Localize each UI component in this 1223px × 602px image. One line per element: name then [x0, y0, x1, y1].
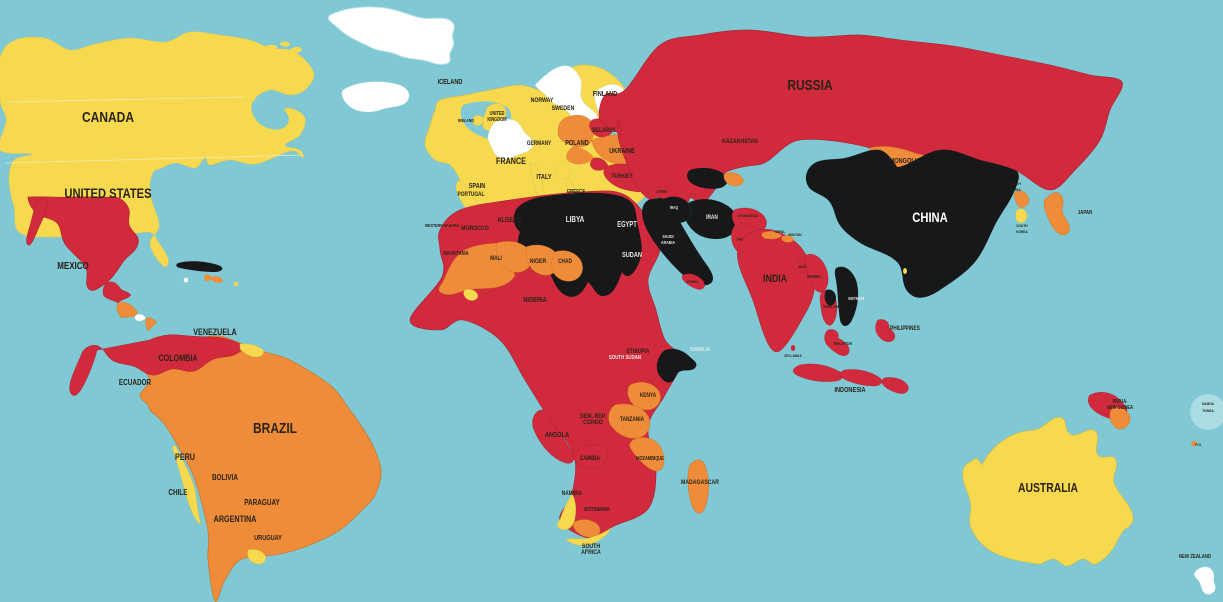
svg-text:AFGHANISTAN: AFGHANISTAN	[738, 214, 759, 219]
svg-text:MAURITANIA: MAURITANIA	[444, 251, 470, 257]
svg-text:ARABIA: ARABIA	[661, 240, 675, 246]
svg-text:ITALY: ITALY	[536, 173, 552, 181]
svg-text:NAMIBIA: NAMIBIA	[562, 491, 583, 498]
svg-text:TANZANIA: TANZANIA	[620, 417, 644, 424]
svg-text:NEW GUINEA: NEW GUINEA	[1107, 405, 1134, 411]
svg-text:NIGER: NIGER	[530, 259, 547, 266]
svg-text:SWEDEN: SWEDEN	[552, 106, 575, 113]
svg-text:KINGDOM: KINGDOM	[487, 117, 506, 123]
svg-text:AUSTRALIA: AUSTRALIA	[1018, 481, 1078, 495]
svg-text:FRANCE: FRANCE	[496, 156, 526, 166]
svg-text:POLAND: POLAND	[565, 139, 589, 147]
svg-text:CHINA: CHINA	[912, 210, 947, 225]
svg-text:ARGENTINA: ARGENTINA	[214, 514, 257, 524]
svg-text:CHAD: CHAD	[558, 259, 572, 266]
svg-text:KAZAKHSTAN: KAZAKHSTAN	[722, 139, 758, 146]
svg-text:VENEZUELA: VENEZUELA	[193, 327, 237, 337]
svg-text:KOREA: KOREA	[1009, 188, 1021, 192]
svg-text:INDONESIA: INDONESIA	[834, 386, 865, 394]
svg-text:UNITED: UNITED	[490, 111, 506, 117]
svg-text:NORWAY: NORWAY	[531, 98, 554, 105]
svg-text:GERMANY: GERMANY	[527, 141, 552, 148]
svg-text:UNITED STATES: UNITED STATES	[64, 186, 151, 201]
svg-text:VIETNAM: VIETNAM	[848, 296, 865, 302]
svg-text:MOROCCO: MOROCCO	[461, 226, 489, 233]
svg-text:ICELAND: ICELAND	[438, 78, 463, 86]
svg-text:BOTSWANA: BOTSWANA	[584, 507, 610, 514]
svg-text:SYRIA: SYRIA	[657, 189, 668, 195]
svg-text:IRAN: IRAN	[706, 215, 718, 222]
svg-text:SOUTH SUDAN: SOUTH SUDAN	[609, 355, 642, 362]
svg-text:YEMEN: YEMEN	[686, 280, 698, 284]
svg-text:GREECE: GREECE	[567, 189, 586, 196]
svg-text:MOZAMBIQUE: MOZAMBIQUE	[636, 456, 664, 462]
svg-text:SOUTH: SOUTH	[1016, 224, 1028, 228]
svg-text:BELARUS: BELARUS	[592, 128, 615, 135]
svg-text:SOMALIA: SOMALIA	[690, 347, 711, 354]
svg-text:SPAIN: SPAIN	[469, 182, 486, 190]
svg-text:RUSSIA: RUSSIA	[787, 77, 832, 94]
svg-text:BHUTAN: BHUTAN	[788, 233, 802, 237]
svg-text:MALI: MALI	[490, 256, 502, 263]
svg-text:AFRICA: AFRICA	[581, 550, 601, 557]
svg-text:LIBYA: LIBYA	[566, 214, 585, 224]
svg-text:WESTERN SAHARA: WESTERN SAHARA	[425, 223, 459, 229]
svg-text:ECUADOR: ECUADOR	[119, 377, 152, 387]
svg-text:MEXICO: MEXICO	[57, 260, 89, 271]
svg-text:INDIA: INDIA	[763, 273, 787, 285]
svg-text:MALAYSIA: MALAYSIA	[834, 341, 852, 347]
svg-text:ALGERIA: ALGERIA	[497, 216, 523, 224]
svg-text:NEPAL: NEPAL	[775, 230, 786, 234]
svg-text:CHILE: CHILE	[168, 487, 187, 497]
svg-text:MADAGASCAR: MADAGASCAR	[681, 480, 720, 487]
svg-text:NORTH: NORTH	[1009, 182, 1021, 186]
svg-text:CONGO: CONGO	[583, 420, 603, 427]
svg-text:PHILIPPINES: PHILIPPINES	[890, 326, 920, 333]
svg-text:PARAGUAY: PARAGUAY	[244, 497, 280, 507]
svg-text:JAPAN: JAPAN	[1078, 210, 1093, 217]
svg-text:UKRAINE: UKRAINE	[609, 147, 634, 155]
svg-text:IRAQ: IRAQ	[670, 204, 678, 210]
svg-text:SAMOA: SAMOA	[1202, 402, 1214, 406]
svg-text:NIGERIA: NIGERIA	[523, 296, 547, 304]
svg-text:KOREA: KOREA	[1016, 230, 1028, 234]
svg-text:TURKEY: TURKEY	[611, 174, 632, 181]
svg-text:NEW ZEALAND: NEW ZEALAND	[1179, 554, 1212, 561]
svg-text:PAPUA-: PAPUA-	[1112, 399, 1127, 405]
svg-text:KENYA: KENYA	[640, 393, 656, 400]
svg-text:IRELAND: IRELAND	[458, 118, 474, 124]
svg-text:ZAMBIA: ZAMBIA	[580, 456, 601, 463]
svg-text:SAUDI: SAUDI	[662, 234, 673, 240]
svg-text:TONGA: TONGA	[1202, 409, 1214, 413]
svg-text:ANGOLA: ANGOLA	[545, 431, 570, 439]
svg-text:SUDAN: SUDAN	[622, 251, 642, 259]
svg-text:BRAZIL: BRAZIL	[253, 420, 297, 437]
svg-text:PERU: PERU	[175, 452, 195, 462]
svg-text:EGYPT: EGYPT	[617, 221, 637, 229]
svg-text:URUGUAY: URUGUAY	[254, 534, 282, 542]
svg-text:COLOMBIA: COLOMBIA	[158, 353, 197, 363]
svg-text:SRI LANKA: SRI LANKA	[784, 354, 802, 358]
svg-text:BOLIVIA: BOLIVIA	[212, 472, 239, 482]
svg-text:FINLAND: FINLAND	[593, 90, 618, 98]
svg-text:PORTUGAL: PORTUGAL	[458, 192, 485, 199]
svg-text:BURMA: BURMA	[807, 274, 820, 280]
svg-text:CANADA: CANADA	[82, 109, 134, 126]
svg-text:FIJI: FIJI	[1195, 443, 1200, 447]
